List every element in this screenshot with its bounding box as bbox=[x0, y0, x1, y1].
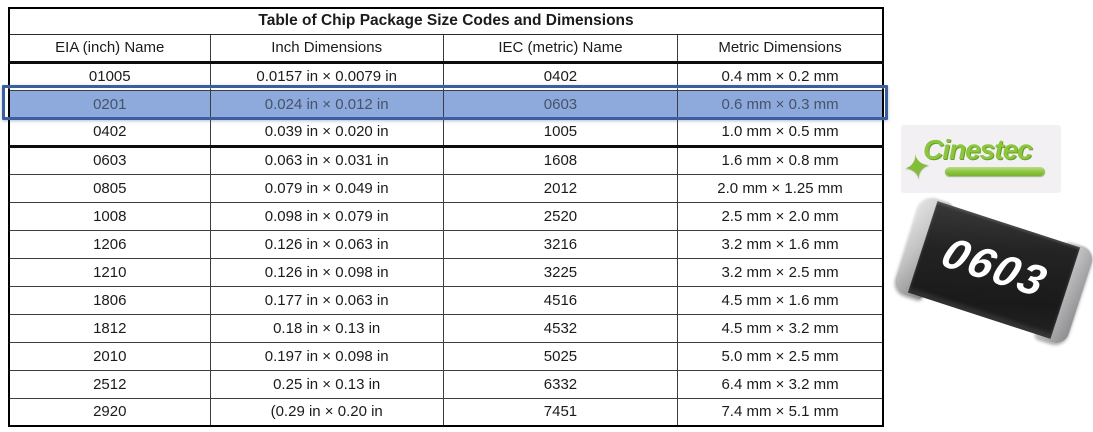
table-row: 01005 0.0157 in × 0.0079 in 0402 0.4 mm … bbox=[8, 61, 884, 91]
table-row: 1008 0.098 in × 0.079 in 2520 2.5 mm × 2… bbox=[8, 201, 884, 231]
metric-cell: 4.5 mm × 1.6 mm bbox=[677, 285, 884, 315]
table-row: 1210 0.126 in × 0.098 in 3225 3.2 mm × 2… bbox=[8, 257, 884, 287]
chip-package-size-table: Table of Chip Package Size Codes and Dim… bbox=[8, 7, 884, 427]
iec-cell: 1608 bbox=[442, 145, 679, 175]
iec-cell: 4532 bbox=[442, 313, 679, 343]
iec-cell: 0603 bbox=[442, 89, 679, 119]
table-row: 1206 0.126 in × 0.063 in 3216 3.2 mm × 1… bbox=[8, 229, 884, 259]
metric-cell: 4.5 mm × 3.2 mm bbox=[677, 313, 884, 343]
inch-cell: 0.0157 in × 0.0079 in bbox=[209, 61, 444, 91]
table-row: 0805 0.079 in × 0.049 in 2012 2.0 mm × 1… bbox=[8, 173, 884, 203]
eia-cell: 0201 bbox=[8, 89, 211, 119]
iec-cell: 3225 bbox=[442, 257, 679, 287]
chip-resistor-0603: 0603 bbox=[891, 193, 1093, 347]
table-row-highlighted: 0201 0.024 in × 0.012 in 0603 0.6 mm × 0… bbox=[8, 89, 884, 119]
iec-cell: 0402 bbox=[442, 61, 679, 91]
table-row: 2010 0.197 in × 0.098 in 5025 5.0 mm × 2… bbox=[8, 341, 884, 371]
eia-cell: 0603 bbox=[8, 145, 211, 175]
iec-cell: 6332 bbox=[442, 369, 679, 399]
table-row: 2920 (0.29 in × 0.20 in 7451 7.4 mm × 5.… bbox=[8, 397, 884, 427]
inch-cell: 0.024 in × 0.012 in bbox=[209, 89, 444, 119]
column-header-eia-name: EIA (inch) Name bbox=[8, 33, 211, 64]
iec-cell: 1005 bbox=[442, 117, 679, 148]
iec-cell: 4516 bbox=[442, 285, 679, 315]
metric-cell: 1.6 mm × 0.8 mm bbox=[677, 145, 884, 175]
inch-cell: 0.25 in × 0.13 in bbox=[209, 369, 444, 399]
table-title: Table of Chip Package Size Codes and Dim… bbox=[8, 7, 884, 35]
logo-underline-bar bbox=[945, 167, 1045, 176]
table-header-row: EIA (inch) Name Inch Dimensions IEC (met… bbox=[8, 33, 884, 64]
column-header-metric-dimensions: Metric Dimensions bbox=[677, 33, 884, 64]
metric-cell: 5.0 mm × 2.5 mm bbox=[677, 341, 884, 371]
inch-cell: 0.079 in × 0.049 in bbox=[209, 173, 444, 203]
inch-cell: 0.177 in × 0.063 in bbox=[209, 285, 444, 315]
table-row: 1812 0.18 in × 0.13 in 4532 4.5 mm × 3.2… bbox=[8, 313, 884, 343]
table-row: 1806 0.177 in × 0.063 in 4516 4.5 mm × 1… bbox=[8, 285, 884, 315]
inch-cell: 0.18 in × 0.13 in bbox=[209, 313, 444, 343]
eia-cell: 1206 bbox=[8, 229, 211, 259]
iec-cell: 3216 bbox=[442, 229, 679, 259]
table-row: 2512 0.25 in × 0.13 in 6332 6.4 mm × 3.2… bbox=[8, 369, 884, 399]
chip-photo: 0603 bbox=[891, 193, 1093, 350]
eia-cell: 2920 bbox=[8, 397, 211, 427]
eia-cell: 2512 bbox=[8, 369, 211, 399]
eia-cell: 0805 bbox=[8, 173, 211, 203]
iec-cell: 2012 bbox=[442, 173, 679, 203]
inch-cell: 0.098 in × 0.079 in bbox=[209, 201, 444, 231]
metric-cell: 7.4 mm × 5.1 mm bbox=[677, 397, 884, 427]
brand-logo: ✦ Cinestec bbox=[900, 125, 1061, 193]
metric-cell: 6.4 mm × 3.2 mm bbox=[677, 369, 884, 399]
column-header-inch-dimensions: Inch Dimensions bbox=[209, 33, 444, 64]
inch-cell: (0.29 in × 0.20 in bbox=[209, 397, 444, 427]
inch-cell: 0.126 in × 0.063 in bbox=[209, 229, 444, 259]
table-title-row: Table of Chip Package Size Codes and Dim… bbox=[8, 7, 884, 35]
eia-cell: 2010 bbox=[8, 341, 211, 371]
metric-cell: 1.0 mm × 0.5 mm bbox=[677, 117, 884, 148]
metric-cell: 0.4 mm × 0.2 mm bbox=[677, 61, 884, 91]
table-row: 0402 0.039 in × 0.020 in 1005 1.0 mm × 0… bbox=[8, 117, 884, 148]
eia-cell: 1008 bbox=[8, 201, 211, 231]
inch-cell: 0.063 in × 0.031 in bbox=[209, 145, 444, 175]
eia-cell: 1806 bbox=[8, 285, 211, 315]
inch-cell: 0.039 in × 0.020 in bbox=[209, 117, 444, 148]
iec-cell: 7451 bbox=[442, 397, 679, 427]
eia-cell: 1210 bbox=[8, 257, 211, 287]
iec-cell: 2520 bbox=[442, 201, 679, 231]
table-row: 0603 0.063 in × 0.031 in 1608 1.6 mm × 0… bbox=[8, 145, 884, 175]
metric-cell: 0.6 mm × 0.3 mm bbox=[677, 89, 884, 119]
logo-text: Cinestec bbox=[923, 134, 1033, 165]
inch-cell: 0.197 in × 0.098 in bbox=[209, 341, 444, 371]
metric-cell: 2.0 mm × 1.25 mm bbox=[677, 173, 884, 203]
inch-cell: 0.126 in × 0.098 in bbox=[209, 257, 444, 287]
metric-cell: 3.2 mm × 2.5 mm bbox=[677, 257, 884, 287]
eia-cell: 1812 bbox=[8, 313, 211, 343]
iec-cell: 5025 bbox=[442, 341, 679, 371]
column-header-iec-name: IEC (metric) Name bbox=[442, 33, 679, 64]
metric-cell: 3.2 mm × 1.6 mm bbox=[677, 229, 884, 259]
eia-cell: 0402 bbox=[8, 117, 211, 148]
metric-cell: 2.5 mm × 2.0 mm bbox=[677, 201, 884, 231]
eia-cell: 01005 bbox=[8, 61, 211, 91]
